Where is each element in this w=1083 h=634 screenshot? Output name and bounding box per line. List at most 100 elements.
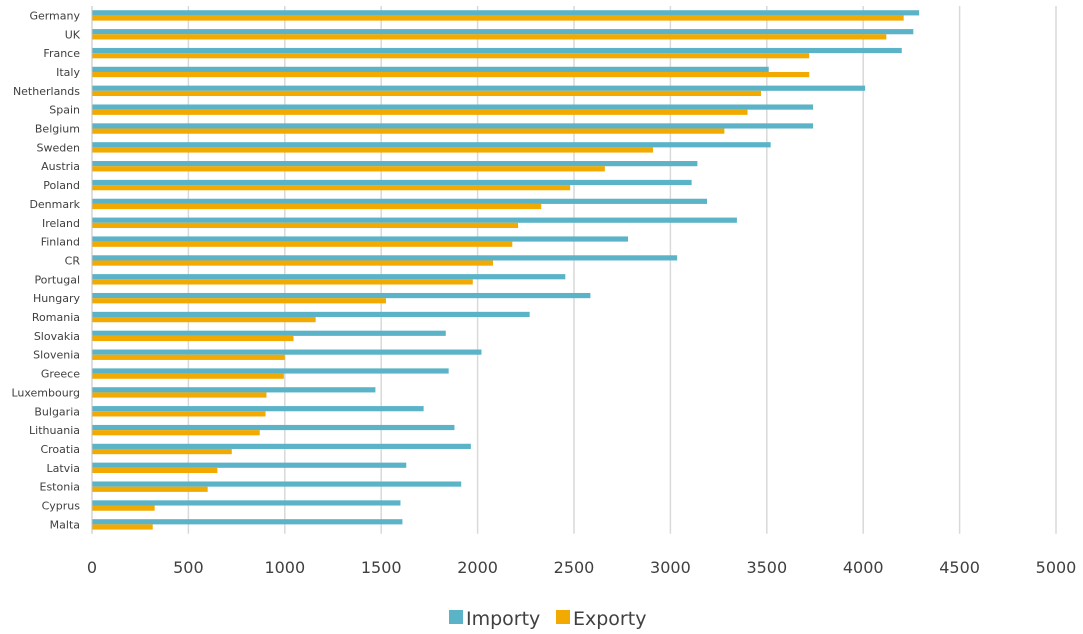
category-label-romania: Romania [32,311,80,324]
x-tick-4500: 4500 [939,558,980,577]
bar-importy-hungary [92,292,591,299]
bar-importy-ireland [92,217,737,223]
bar-exporty-ireland [92,222,519,228]
bar-exporty-malta [92,524,153,530]
bar-importy-cr [92,255,678,261]
bar-exporty-cr [92,260,494,266]
bar-exporty-greece [92,373,284,379]
bar-importy-austria [92,161,698,167]
category-label-slovakia: Slovakia [34,330,80,343]
bar-exporty-hungary [92,298,387,304]
category-label-germany: Germany [29,9,80,22]
bar-exporty-austria [92,166,605,172]
x-tick-labels: 0 500 1000 1500 2000 2500 3000 3500 4000 4500 5000 [87,558,1076,577]
bar-importy-sweden [92,142,771,148]
category-label-denmark: Denmark [29,198,80,211]
category-label-austria: Austria [41,160,80,173]
bar-importy-luxembourg [92,387,376,393]
bar-importy-cyprus [92,500,401,506]
bar-exporty-poland [92,185,571,191]
bar-importy-greece [92,368,449,374]
category-label-croatia: Croatia [40,443,80,456]
bar-exporty-bulgaria [92,411,266,417]
category-label-sweden: Sweden [37,141,80,154]
bar-exporty-cyprus [92,505,155,511]
bar-exporty-germany [92,15,904,21]
category-label-france: France [43,47,80,60]
bar-importy-malta [92,519,403,525]
bar-importy-finland [92,236,628,242]
bar-importy-spain [92,104,814,110]
bar-exporty-denmark [92,203,542,210]
category-label-estonia: Estonia [40,481,81,494]
bar-exporty-portugal [92,279,473,285]
bar-exporty-spain [92,109,748,115]
x-tick-5000: 5000 [1036,558,1077,577]
bar-exporty-luxembourg [92,392,267,398]
legend-label-exporty: Exporty [573,608,646,630]
x-tick-0: 0 [87,558,97,577]
legend-swatch-importy [449,610,463,624]
category-label-netherlands: Netherlands [13,85,80,98]
legend-label-importy: Importy [466,608,540,630]
x-tick-2500: 2500 [554,558,595,577]
x-tick-1000: 1000 [264,558,305,577]
category-label-spain: Spain [49,104,80,117]
bar-exporty-latvia [92,467,218,474]
legend-swatch-exporty [556,610,570,624]
category-label-poland: Poland [43,179,80,192]
bar-importy-lithuania [92,424,455,431]
bar-importy-belgium [92,123,814,129]
category-label-ireland: Ireland [42,217,80,230]
bar-exporty-uk [92,34,887,40]
bar-importy-france [92,47,902,54]
bar-importy-poland [92,179,692,186]
category-label-portugal: Portugal [34,273,80,286]
bar-exporty-belgium [92,128,725,134]
x-tick-2000: 2000 [457,558,498,577]
category-label-slovenia: Slovenia [33,349,80,362]
bars [92,10,920,530]
bar-importy-slovenia [92,349,482,355]
bar-importy-bulgaria [92,406,424,412]
bar-exporty-estonia [92,486,208,492]
bar-importy-latvia [92,462,407,468]
category-label-lithuania: Lithuania [29,424,80,437]
bar-exporty-finland [92,241,513,247]
legend: Importy Exporty [449,608,646,630]
gridlines [187,6,1057,534]
bar-importy-netherlands [92,85,866,91]
bar-exporty-slovenia [92,354,285,360]
x-tick-4000: 4000 [843,558,884,577]
bar-importy-germany [92,10,920,16]
category-label-malta: Malta [50,518,80,531]
x-tick-500: 500 [173,558,204,577]
category-label-cyprus: Cyprus [42,500,81,513]
bar-exporty-slovakia [92,335,294,342]
category-label-cr: CR [65,254,81,267]
category-label-greece: Greece [41,368,80,381]
x-tick-3000: 3000 [650,558,691,577]
bar-importy-croatia [92,443,471,449]
category-label-latvia: Latvia [47,462,81,475]
category-label-bulgaria: Bulgaria [34,405,80,418]
bar-exporty-netherlands [92,90,762,97]
bar-exporty-lithuania [92,430,260,436]
x-tick-3500: 3500 [746,558,787,577]
bar-exporty-italy [92,71,810,78]
bar-exporty-sweden [92,147,654,153]
category-labels: Germany UK France Italy Netherlands Spain Belg… [11,9,80,531]
bar-exporty-romania [92,317,316,323]
category-label-belgium: Belgium [35,123,80,136]
bar-exporty-croatia [92,448,232,455]
category-label-finland: Finland [41,236,80,249]
bar-importy-slovakia [92,330,446,336]
category-label-hungary: Hungary [33,292,80,305]
category-label-luxembourg: Luxembourg [11,386,80,399]
bar-importy-italy [92,66,769,72]
category-label-italy: Italy [56,66,80,79]
bar-importy-estonia [92,481,462,487]
bar-importy-romania [92,311,530,318]
bar-importy-portugal [92,274,566,280]
